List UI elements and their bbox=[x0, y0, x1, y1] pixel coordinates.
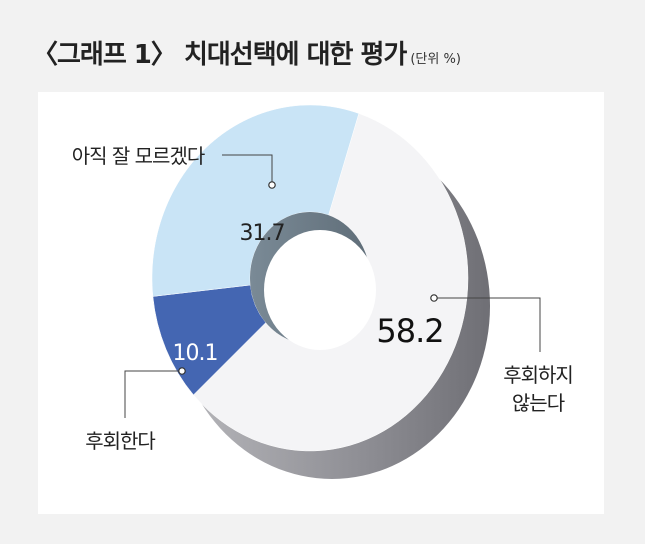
category-label-regret: 후회한다 bbox=[85, 429, 155, 453]
leader-line-not-regret bbox=[434, 297, 541, 352]
unit-label: (단위 %) bbox=[410, 52, 461, 67]
value-label-not-regret: 58.2 bbox=[376, 312, 443, 350]
category-label-unsure: 아직 잘 모르겠다 bbox=[72, 144, 205, 168]
leader-dot-not-regret bbox=[430, 294, 438, 302]
leader-line-unsure bbox=[222, 154, 273, 183]
leader-dot-unsure bbox=[268, 181, 276, 189]
value-label-unsure: 31.7 bbox=[240, 221, 285, 246]
category-label-not-regret-line1: 후회하지 bbox=[503, 363, 573, 387]
chart-title-text: 〈그래프 1〉 치대선택에 대한 평가 bbox=[32, 40, 407, 70]
category-label-not-regret-line2: 않는다 bbox=[512, 391, 565, 415]
leader-line-regret bbox=[124, 370, 182, 418]
value-label-regret: 10.1 bbox=[173, 341, 218, 366]
chart-title: 〈그래프 1〉 치대선택에 대한 평가 (단위 %) bbox=[32, 34, 461, 71]
leader-dot-regret bbox=[178, 367, 186, 375]
donut-hole bbox=[264, 230, 376, 350]
